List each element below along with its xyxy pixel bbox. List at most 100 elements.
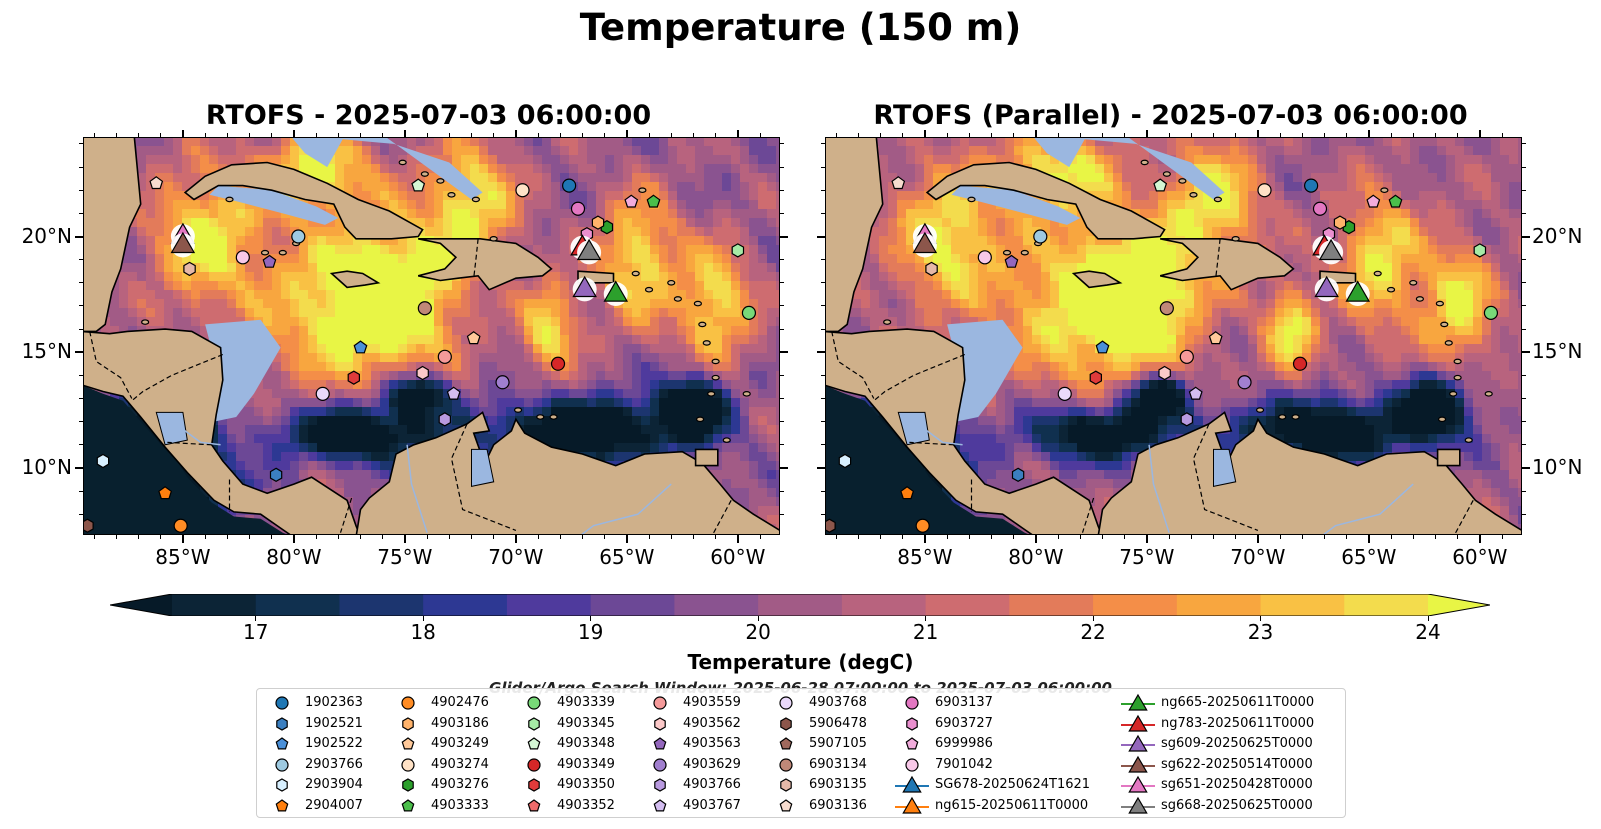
right-argo-float-4903345: [1473, 243, 1487, 258]
right-island: [1453, 358, 1462, 365]
legend-label: 4903767: [683, 798, 741, 813]
legend-label: 1902521: [305, 715, 363, 731]
left-island: [278, 249, 287, 256]
left-argo-float-7901042: [235, 250, 250, 265]
right-island: [1440, 321, 1449, 328]
right-yminor-tick-right: [1522, 444, 1526, 446]
right-land-central: [825, 328, 1103, 535]
legend-label: 6903134: [809, 756, 867, 772]
right-ytick-mark-left: [817, 351, 825, 354]
left-xminor-tick-top: [581, 133, 583, 137]
colorbar-tick-mark: [1092, 616, 1094, 621]
left-island: [549, 414, 558, 420]
colorbar-segment: [172, 594, 257, 616]
left-argo-float-4903333: [646, 194, 661, 208]
legend-marker: [527, 737, 541, 750]
right-xtick-label: 75°W: [1119, 545, 1175, 569]
left-argo-float-6903135: [183, 261, 196, 277]
right-xtick-mark: [1478, 535, 1481, 543]
left-xminor-tick: [581, 535, 583, 539]
left-argo-float-6903134: [417, 301, 432, 316]
left-yminor-tick: [79, 374, 83, 376]
right-river: [1148, 444, 1170, 533]
left-river: [406, 444, 428, 533]
right-argo-float-6999986: [1366, 194, 1381, 208]
left-island: [536, 414, 545, 420]
left-xminor-tick-top: [337, 133, 339, 137]
right-xtick-mark-top: [1256, 130, 1259, 138]
right-xminor-tick-top: [1101, 133, 1103, 137]
left-xtick-label: 75°W: [377, 545, 433, 569]
legend-label: 5907105: [809, 736, 867, 752]
right-xminor-tick-top: [1057, 133, 1059, 137]
legend-marker: [275, 799, 289, 812]
colorbar-tick-label: 20: [745, 620, 771, 644]
right-argo-float-4902476: [915, 518, 930, 533]
left-island: [698, 321, 707, 328]
left-river: [579, 483, 672, 535]
right-yminor-tick: [821, 374, 825, 376]
left-argo-float-6999986: [624, 194, 639, 208]
legend-label: 4903333: [431, 798, 489, 813]
right-xminor-tick-top: [1168, 133, 1170, 137]
left-xminor-tick: [93, 535, 95, 539]
right-yminor-tick: [821, 189, 825, 191]
left-yminor-tick: [79, 282, 83, 284]
right-lake-maracaibo: [1213, 448, 1237, 488]
right-xminor-tick: [1079, 535, 1081, 539]
colorbar-segment: [674, 594, 759, 616]
left-argo-float-4903559: [437, 349, 452, 364]
right-shelf-cubaS: [951, 185, 1081, 225]
legend: 1902363 1902521 1902522 2903766 2903904 29040…: [256, 688, 1346, 818]
left-argo-float-6903136: [149, 176, 164, 190]
left-argo-float-4903350: [347, 370, 360, 385]
left-yminor-tick-right: [780, 212, 784, 214]
left-argo-float-4903249: [466, 331, 481, 345]
right-island: [1291, 414, 1300, 420]
legend-marker: [401, 799, 415, 812]
right-ytick-mark: [1522, 466, 1530, 469]
legend-marker: [275, 696, 289, 710]
left-xtick-mark-top: [403, 130, 406, 138]
right-yminor-tick: [821, 421, 825, 423]
right-island: [1484, 391, 1493, 397]
right-island: [1020, 249, 1029, 256]
legend-label: ng783-20250611T0000: [1161, 715, 1315, 731]
colorbar-tick-label: 21: [912, 620, 939, 644]
legend-label: 6903137: [935, 695, 993, 710]
right-xminor-tick-top: [902, 133, 904, 137]
right-xminor-tick-top: [968, 133, 970, 137]
left-xtick-label: 60°W: [710, 545, 766, 569]
legend-marker: [906, 716, 918, 731]
right-yminor-tick: [821, 513, 825, 515]
right-yminor-tick-right: [1522, 189, 1526, 191]
left-xtick-mark: [292, 535, 295, 543]
colorbar-segment: [758, 594, 843, 616]
legend-label: 6903727: [935, 715, 993, 731]
right-xminor-tick: [1412, 535, 1414, 539]
left-ytick-label: 20°N: [21, 223, 72, 248]
left-xminor-tick-top: [226, 133, 228, 137]
left-xminor-tick: [137, 535, 139, 539]
figure-suptitle: Temperature (150 m): [579, 6, 1022, 49]
legend-marker: [905, 737, 919, 750]
right-island: [1213, 196, 1222, 203]
colorbar-segment: [506, 594, 592, 616]
right-xminor-tick: [902, 535, 904, 539]
right-xminor-tick-top: [1301, 133, 1303, 137]
left-yminor-tick-right: [780, 421, 784, 423]
right-map-panel: [825, 137, 1522, 535]
right-country-border: [873, 353, 966, 402]
left-yminor-tick: [79, 328, 83, 330]
left-xminor-tick-top: [537, 133, 539, 137]
legend-label: 4903350: [557, 777, 615, 793]
right-ytick-mark-left: [817, 235, 825, 238]
right-island: [1255, 407, 1265, 413]
left-yminor-tick-right: [780, 259, 784, 261]
left-yminor-tick: [79, 305, 83, 307]
right-xtick-mark: [1145, 535, 1148, 543]
left-xminor-tick-top: [137, 133, 139, 137]
left-xminor-tick-top: [470, 133, 472, 137]
right-country-border: [1453, 500, 1474, 535]
right-yminor-tick: [821, 328, 825, 330]
